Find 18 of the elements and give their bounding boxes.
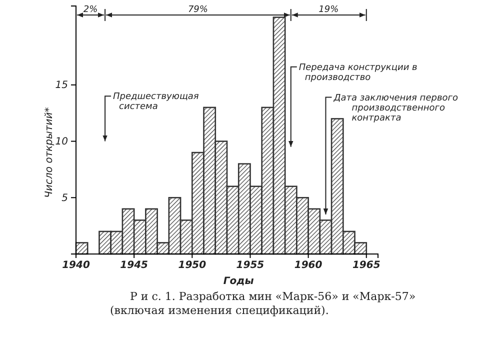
text: Р и с. 1. Разработка мин «Марк-56» и «Марк-57» (включая изменения спецификаций). xyxy=(110,290,416,317)
annotation: 19% xyxy=(318,5,339,15)
y-tick-label: 15 xyxy=(55,80,68,92)
x-tick-label: 1955 xyxy=(236,260,264,272)
annotation: 79% xyxy=(188,5,208,15)
y-axis-title: Число открытий* xyxy=(44,107,55,198)
x-tick-label: 1945 xyxy=(120,260,148,272)
annotation: Передача конструкции в производство xyxy=(298,62,418,83)
annotation: Дата заключения первого производственного контракта xyxy=(332,93,458,124)
x-tick-label: 1940 xyxy=(62,260,90,272)
x-tick-label: 1965 xyxy=(352,260,380,272)
annotation: Предшествующая система xyxy=(113,92,200,112)
annotation: 2% xyxy=(83,5,98,15)
y-tick-label: 5 xyxy=(62,192,68,204)
x-tick-label: 1960 xyxy=(294,260,322,272)
x-tick-label: 1950 xyxy=(178,260,206,272)
y-tick-label: 10 xyxy=(55,136,68,148)
x-axis-title: Годы xyxy=(223,276,254,287)
